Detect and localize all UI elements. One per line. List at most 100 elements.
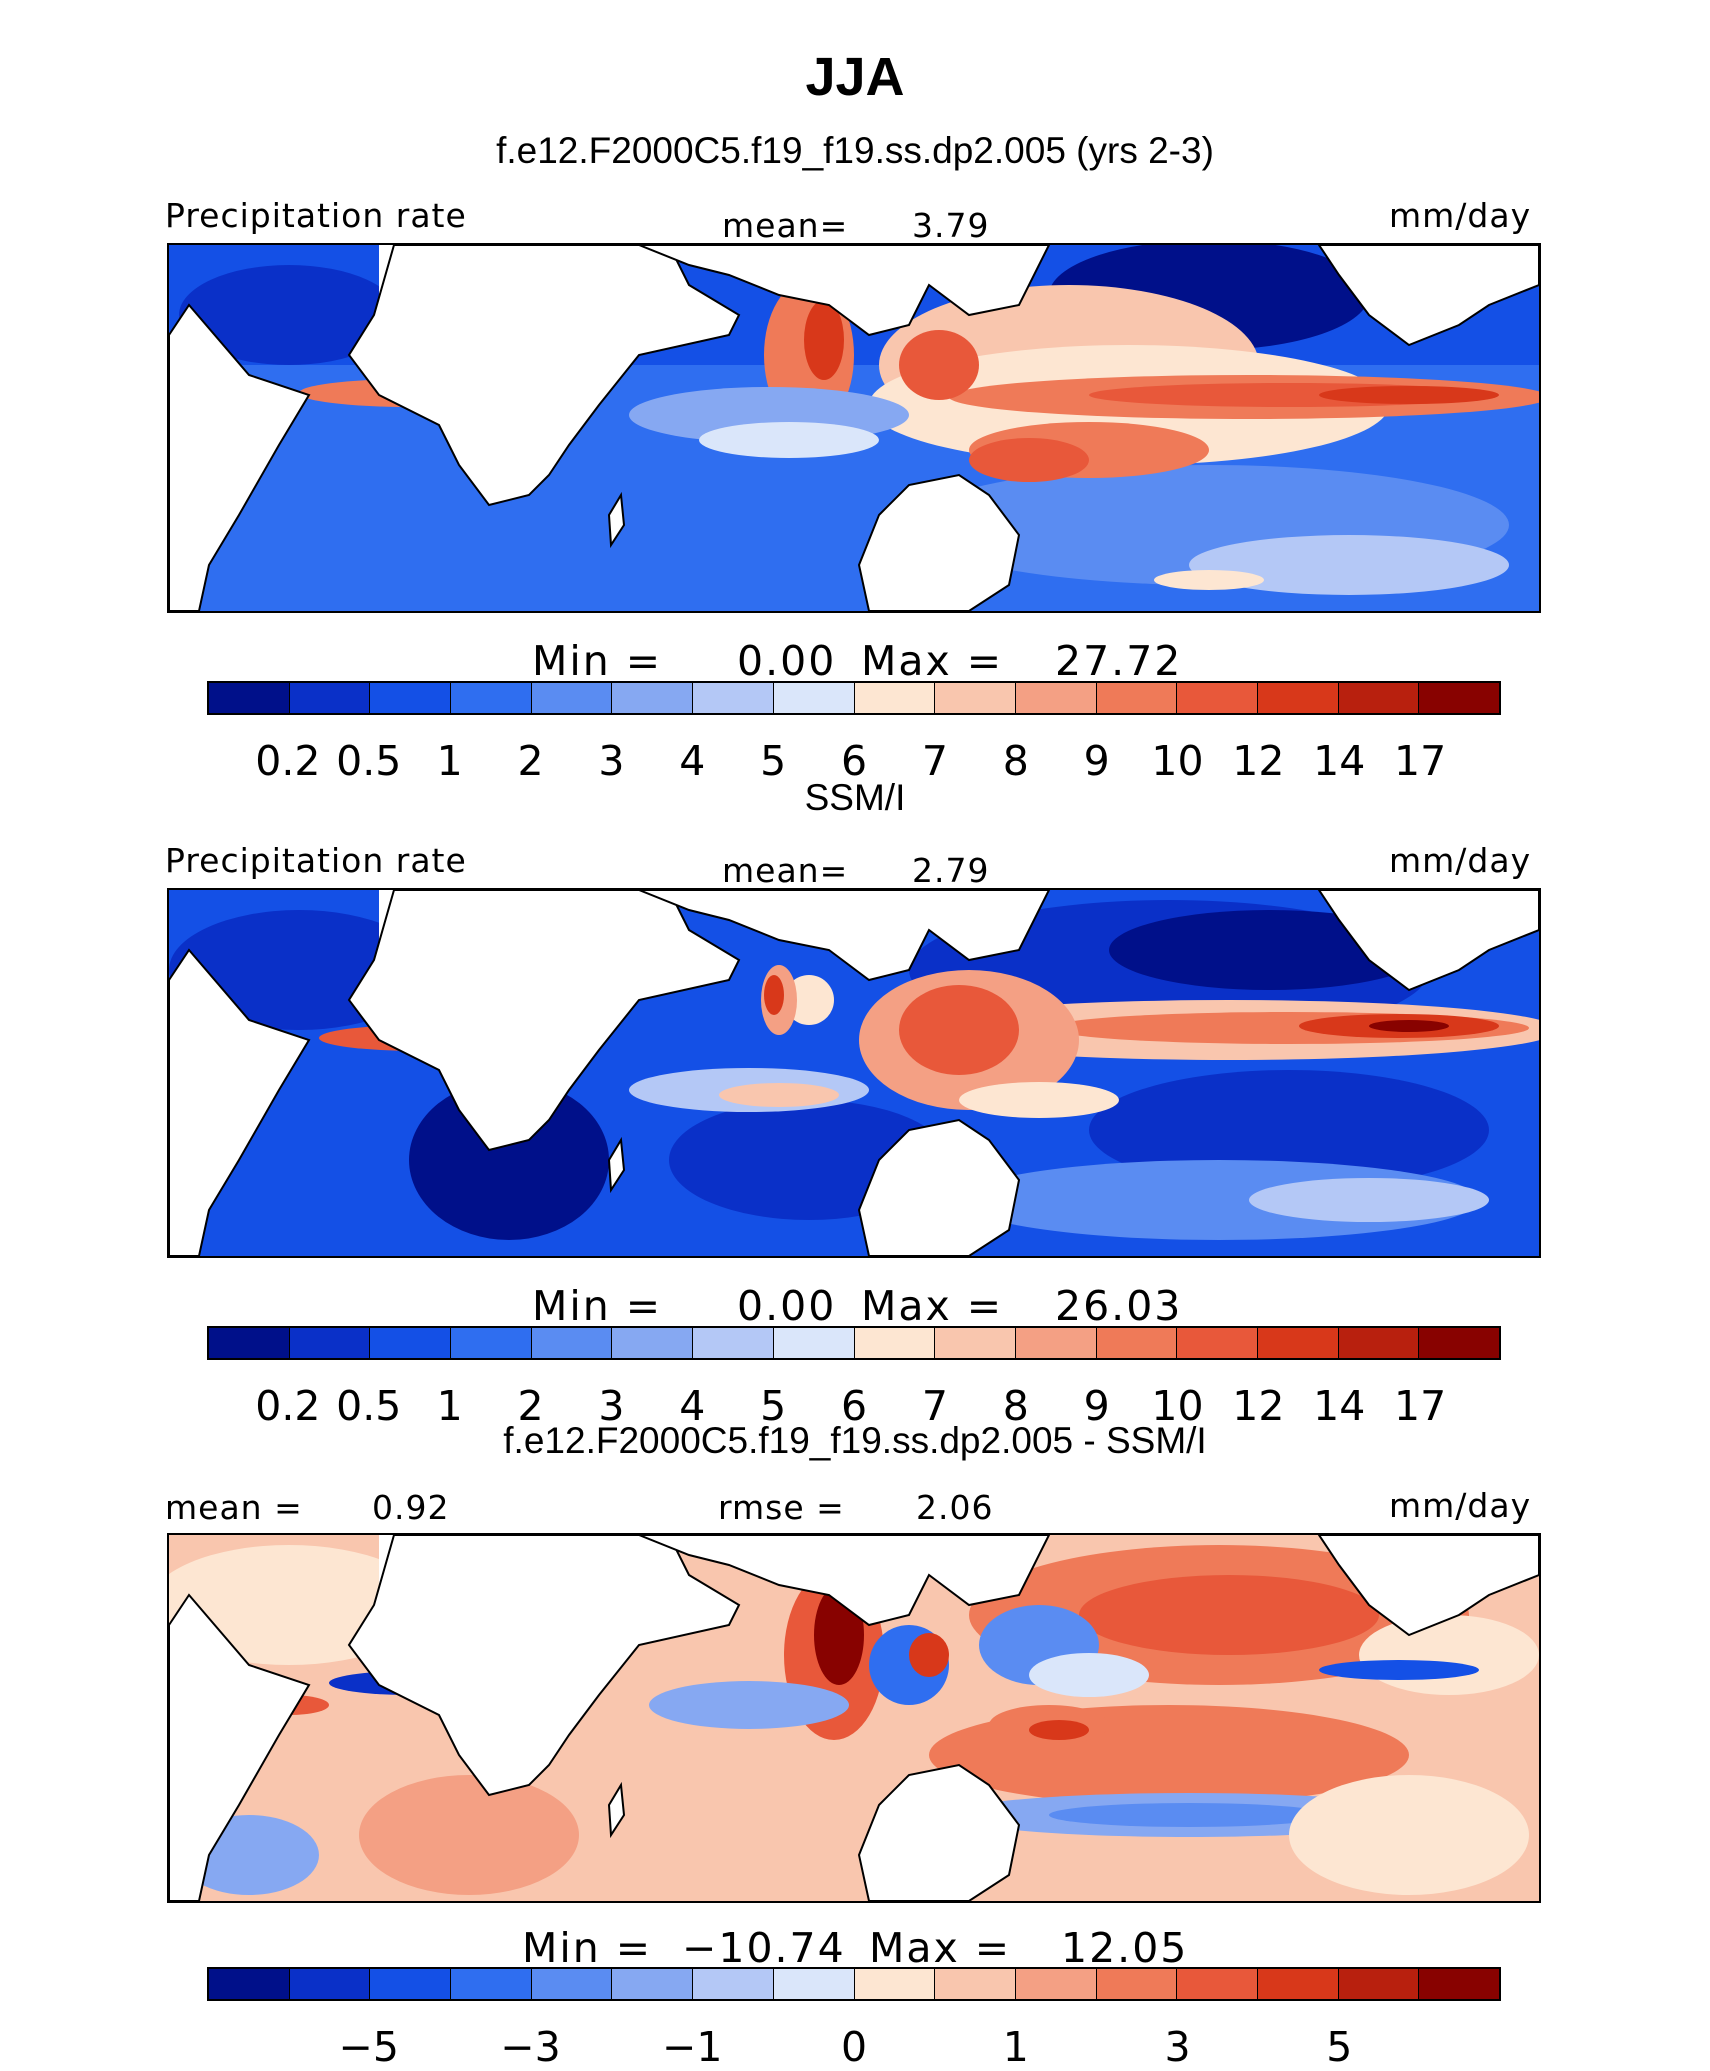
colorbar-box (693, 683, 774, 713)
colorbar-box (1096, 1328, 1178, 1358)
colorbar-tick-label: 5 (760, 1382, 787, 1430)
colorbar-tick-label: 9 (1083, 1382, 1110, 1430)
colorbar-tick-label: 9 (1083, 737, 1110, 785)
panel3-rmse-value: 2.06 (916, 1488, 994, 1527)
colorbar-box (1096, 683, 1178, 713)
colorbar-tick-label: 10 (1151, 737, 1204, 785)
colorbar-tick-label: 1 (436, 737, 463, 785)
colorbar-tick-label: 3 (1164, 2023, 1191, 2071)
colorbar-box (1015, 1328, 1097, 1358)
colorbar-box (1257, 683, 1339, 713)
colorbar-tick-label: 0.5 (336, 737, 402, 785)
colorbar-tick-label: 8 (1002, 1382, 1029, 1430)
panel3-mean-value: 0.92 (372, 1488, 450, 1527)
panel3-map (167, 1533, 1541, 1903)
panel1-units: mm/day (1389, 196, 1532, 235)
colorbar-box (612, 1969, 694, 1999)
colorbar-tick-label: 0 (840, 2023, 868, 2071)
panel2-units: mm/day (1389, 841, 1532, 880)
colorbar-box (773, 1969, 855, 1999)
panel1-max-value: 27.72 (1055, 637, 1183, 685)
colorbar-box (1177, 1328, 1258, 1358)
colorbar-tick-label: 6 (840, 737, 868, 785)
colorbar-tick-label: 6 (840, 1382, 868, 1430)
page-title: JJA (805, 47, 905, 107)
colorbar-box (531, 683, 613, 713)
colorbar-tick-label: 0.2 (255, 1382, 321, 1430)
colorbar-box (1177, 1969, 1258, 1999)
colorbar-tick-label: −3 (500, 2023, 561, 2071)
colorbar-box (289, 1328, 371, 1358)
panel3-max-value: 12.05 (1061, 1924, 1189, 1972)
panel3-mean-label: mean = (165, 1488, 303, 1527)
panel1-min-value: 0.00 (737, 637, 837, 685)
colorbar-box (209, 1969, 290, 1999)
colorbar-tick-label: 12 (1232, 737, 1285, 785)
colorbar-box (370, 1969, 452, 1999)
colorbar-tick-label: 3 (598, 1382, 625, 1430)
colorbar-box (531, 1328, 613, 1358)
panel3-title: f.e12.F2000C5.f19_f19.ss.dp2.005 - SSM/I (503, 1420, 1207, 1461)
panel2-mean-label: mean= (722, 851, 849, 890)
colorbar-tick-label: 14 (1313, 1382, 1366, 1430)
colorbar-tick-label: 1 (436, 1382, 463, 1430)
colorbar-box (451, 1969, 532, 1999)
colorbar-box (451, 1328, 532, 1358)
colorbar-box (1015, 683, 1097, 713)
panel3-units: mm/day (1389, 1486, 1532, 1525)
colorbar-box (935, 683, 1016, 713)
colorbar-tick-label: 4 (679, 737, 706, 785)
colorbar-tick-label: 0.2 (255, 737, 321, 785)
colorbar-tick-label: 2 (517, 737, 544, 785)
panel1-max-label: Max = (861, 637, 1004, 685)
colorbar-tick-label: 5 (760, 737, 787, 785)
colorbar-box (1338, 1328, 1420, 1358)
colorbar-tick-label: 7 (921, 737, 948, 785)
panel1-colorbar (207, 681, 1501, 715)
colorbar-tick-label: 0.5 (336, 1382, 402, 1430)
panel2-variable-label: Precipitation rate (165, 841, 467, 880)
panel3-max-label: Max = (869, 1924, 1012, 1972)
panel2-mean-value: 2.79 (912, 851, 990, 890)
colorbar-tick-label: 4 (679, 1382, 706, 1430)
colorbar-box (612, 1328, 694, 1358)
colorbar-box (1177, 683, 1258, 713)
colorbar-box (209, 683, 290, 713)
panel1-title: f.e12.F2000C5.f19_f19.ss.dp2.005 (yrs 2-… (496, 130, 1214, 171)
colorbar-box (935, 1328, 1016, 1358)
colorbar-tick-label: 17 (1394, 1382, 1447, 1430)
panel2-max-label: Max = (861, 1282, 1004, 1330)
colorbar-tick-label: 7 (921, 1382, 948, 1430)
colorbar-box (773, 683, 855, 713)
colorbar-box (854, 1328, 936, 1358)
colorbar-box (693, 1969, 774, 1999)
panel2-min-label: Min = (532, 1282, 663, 1330)
colorbar-tick-label: 1 (1002, 2023, 1029, 2071)
colorbar-tick-label: 5 (1326, 2023, 1353, 2071)
panel3-min-label: Min = (522, 1924, 653, 1972)
colorbar-box (370, 1328, 452, 1358)
colorbar-box (209, 1328, 290, 1358)
colorbar-box (1419, 683, 1499, 713)
colorbar-box (854, 1969, 936, 1999)
panel3-colorbar (207, 1967, 1501, 2001)
colorbar-tick-label: 12 (1232, 1382, 1285, 1430)
panel1-mean-label: mean= (722, 206, 849, 245)
colorbar-box (1096, 1969, 1178, 1999)
colorbar-box (531, 1969, 613, 1999)
colorbar-box (1015, 1969, 1097, 1999)
colorbar-box (773, 1328, 855, 1358)
colorbar-box (1257, 1328, 1339, 1358)
panel3-min-value: −10.74 (682, 1924, 846, 1972)
colorbar-box (1419, 1328, 1499, 1358)
colorbar-box (935, 1969, 1016, 1999)
panel1-mean-value: 3.79 (912, 206, 990, 245)
panel2-map (167, 888, 1541, 1258)
colorbar-tick-label: 3 (598, 737, 625, 785)
colorbar-tick-label: 14 (1313, 737, 1366, 785)
panel1-min-label: Min = (532, 637, 663, 685)
colorbar-tick-label: −5 (338, 2023, 399, 2071)
panel2-title: SSM/I (804, 777, 906, 818)
colorbar-box (1338, 683, 1420, 713)
panel1-variable-label: Precipitation rate (165, 196, 467, 235)
